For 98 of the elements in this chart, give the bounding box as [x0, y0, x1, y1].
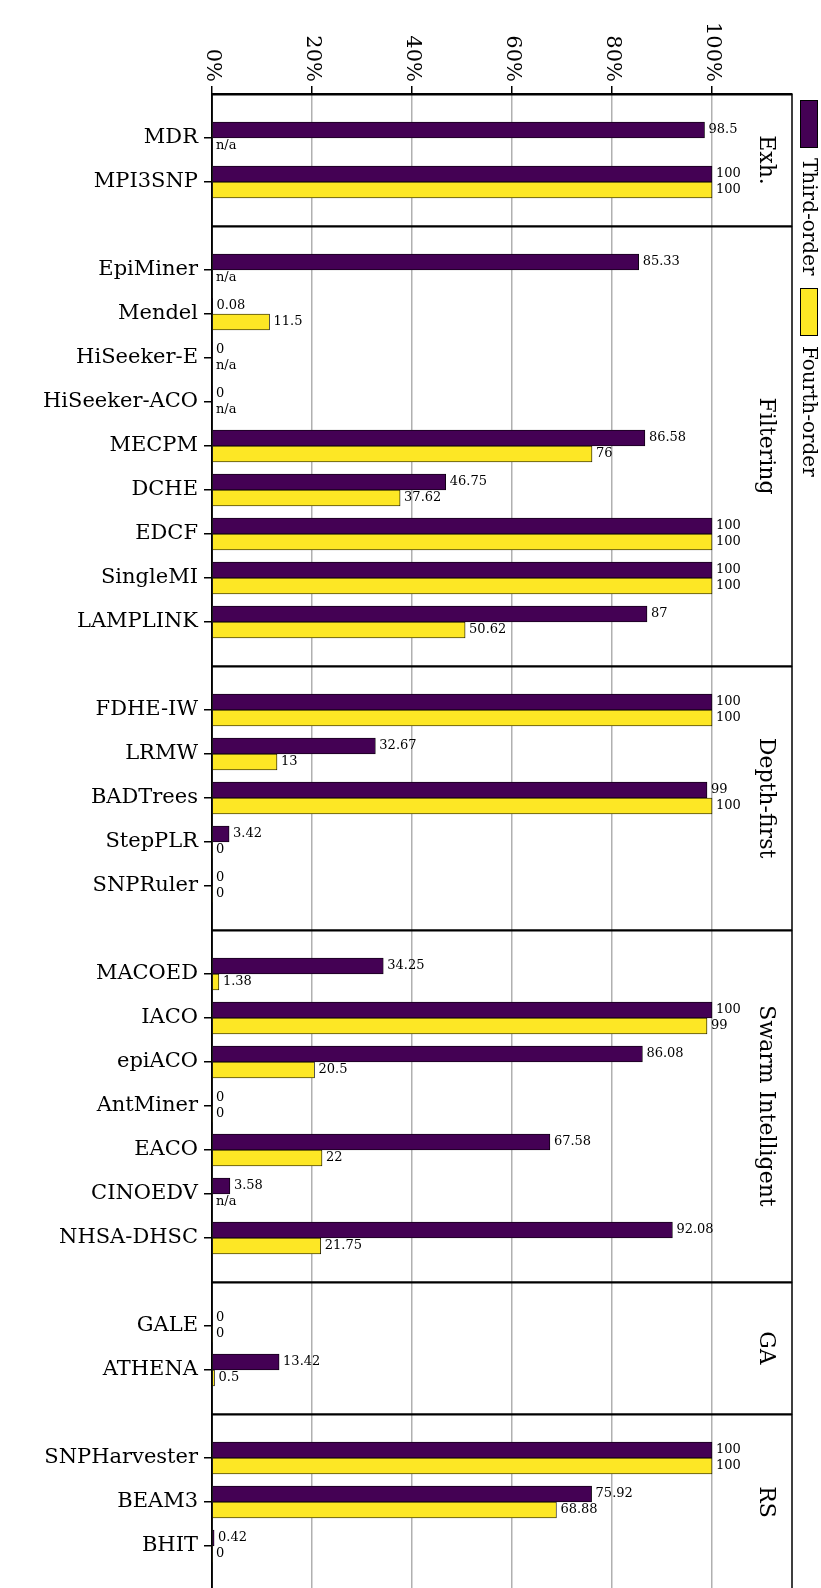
y-tick-label: CINOEDV [91, 1180, 199, 1205]
text: Filtering [755, 397, 781, 495]
y-tick-label: SingleMI [100, 564, 198, 589]
y-tick-label: LAMPLINK [76, 608, 199, 633]
y-tick-label: AntMiner [95, 1092, 199, 1117]
y-tick-label: BADTrees [90, 784, 198, 809]
data-label: 99 [711, 781, 728, 797]
data-label: 100 [716, 561, 741, 577]
data-label: 87 [651, 605, 668, 621]
y-tick-label: EpiMiner [98, 256, 199, 281]
y-tick-label: GALE [136, 1312, 198, 1337]
data-label: 0.5 [218, 1369, 240, 1385]
y-tick-label: SNPHarvester [44, 1444, 199, 1469]
data-label: 0 [216, 885, 225, 901]
text: Swarm Intelligent [755, 1005, 781, 1207]
data-label: 3.58 [233, 1177, 263, 1193]
data-label: 100 [716, 577, 741, 593]
text: RS [755, 1486, 781, 1518]
y-tick-label: HiSeeker-E [76, 344, 198, 369]
y-tick-label: StepPLR [105, 828, 200, 853]
text: n/a [216, 137, 237, 153]
y-tick-label: NHSA-DHSC [59, 1224, 198, 1249]
x-tick-label: 100% [701, 21, 726, 82]
data-label: 99 [711, 1017, 728, 1033]
text: n/a [216, 1193, 237, 1209]
x-tick-label: 40% [401, 35, 426, 82]
data-label: 85.33 [642, 253, 680, 269]
y-tick-label: BEAM3 [117, 1488, 198, 1513]
data-label: 3.42 [233, 825, 263, 841]
data-label: 0 [216, 1089, 225, 1105]
data-label: 0 [216, 1309, 225, 1325]
x-tick-label: 60% [501, 35, 526, 82]
y-tick-label: EDCF [135, 520, 198, 545]
text: n/a [216, 357, 237, 373]
text: Depth-first [755, 737, 781, 859]
data-label: 0 [216, 385, 225, 401]
data-label: 0 [216, 1545, 225, 1561]
data-label: 86.08 [646, 1045, 684, 1061]
data-label: 34.25 [387, 957, 425, 973]
data-label: 46.75 [449, 473, 487, 489]
data-label: 13.42 [283, 1353, 321, 1369]
y-tick-label: epiACO [116, 1048, 198, 1073]
data-label: 37.62 [404, 489, 442, 505]
data-label: 21.75 [324, 1237, 362, 1253]
data-label: 0 [216, 869, 225, 885]
data-label: 68.88 [560, 1501, 598, 1517]
text: n/a [216, 269, 237, 285]
y-tick-label: MDR [143, 124, 200, 149]
text: Exh. [755, 135, 781, 185]
x-tick-label: 80% [601, 35, 626, 82]
data-label: 100 [716, 709, 741, 725]
y-tick-label: HiSeeker-ACO [42, 388, 198, 413]
y-tick-label: ATHENA [101, 1356, 199, 1381]
data-label: 100 [716, 181, 741, 197]
y-tick-label: FDHE-IW [95, 696, 199, 721]
x-tick-label: 0% [201, 48, 226, 82]
data-label: 92.08 [676, 1221, 714, 1237]
y-tick-label: MACOED [95, 960, 198, 985]
data-label: 0 [216, 1325, 225, 1341]
data-label: 32.67 [379, 737, 417, 753]
y-tick-label: DCHE [131, 476, 198, 501]
data-label: 1.38 [222, 973, 252, 989]
data-label: 100 [716, 533, 741, 549]
data-label: 75.92 [595, 1485, 633, 1501]
data-label: 22 [326, 1149, 343, 1165]
y-tick-label: MPI3SNP [93, 168, 198, 193]
data-label: 20.5 [318, 1061, 348, 1077]
data-label: 0 [216, 1105, 225, 1121]
data-label: 100 [716, 1441, 741, 1457]
y-tick-label: SNPRuler [92, 872, 199, 897]
text: GA [755, 1331, 781, 1366]
data-label: 86.58 [648, 429, 687, 445]
x-tick-label: 20% [301, 35, 326, 82]
data-label: 67.58 [553, 1133, 592, 1149]
y-tick-label: LRMW [125, 740, 199, 765]
data-label: 100 [716, 797, 741, 813]
legend-label: Fourth-order [798, 345, 821, 477]
data-label: 0.08 [216, 297, 246, 313]
data-label: 76 [596, 445, 613, 461]
data-label: 0.42 [218, 1529, 248, 1545]
y-tick-label: Mendel [117, 300, 199, 325]
data-label: 100 [716, 165, 741, 181]
data-label: 100 [716, 517, 741, 533]
legend-label: Third-order [798, 158, 821, 276]
y-tick-label: IACO [141, 1004, 198, 1029]
data-label: 11.5 [273, 313, 303, 329]
data-label: 13 [281, 753, 298, 769]
data-label: 100 [716, 1001, 741, 1017]
data-label: 50.62 [469, 621, 507, 637]
data-label: 0 [216, 341, 225, 357]
text: n/a [216, 401, 237, 417]
y-tick-label: EACO [134, 1136, 198, 1161]
data-label: 100 [716, 693, 741, 709]
y-tick-label: BHIT [141, 1532, 198, 1557]
data-label: 0 [216, 841, 225, 857]
y-tick-label: MECPM [109, 432, 198, 457]
data-label: 100 [716, 1457, 741, 1473]
data-label: 98.5 [708, 121, 738, 137]
